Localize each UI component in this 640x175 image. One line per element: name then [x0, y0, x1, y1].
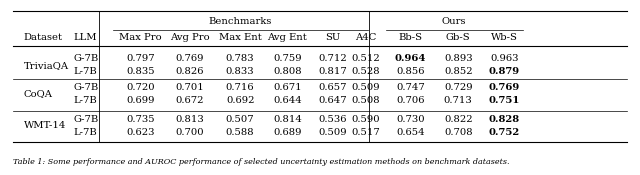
Text: Avg Ent: Avg Ent — [268, 33, 307, 42]
Text: Dataset: Dataset — [24, 33, 63, 42]
Text: 0.856: 0.856 — [396, 67, 424, 76]
Text: 0.808: 0.808 — [273, 67, 301, 76]
Text: Wb-S: Wb-S — [491, 33, 518, 42]
Text: 0.507: 0.507 — [226, 115, 255, 124]
Text: 0.730: 0.730 — [396, 115, 424, 124]
Text: 0.826: 0.826 — [175, 67, 204, 76]
Text: 0.852: 0.852 — [444, 67, 472, 76]
Text: 0.588: 0.588 — [226, 128, 255, 137]
Text: 0.701: 0.701 — [175, 83, 204, 92]
Text: 0.647: 0.647 — [319, 96, 348, 105]
Text: Avg Pro: Avg Pro — [170, 33, 209, 42]
Text: L-7B: L-7B — [73, 96, 97, 105]
Text: 0.713: 0.713 — [444, 96, 472, 105]
Text: 0.712: 0.712 — [319, 54, 348, 63]
Text: Ours: Ours — [442, 17, 466, 26]
Text: 0.512: 0.512 — [351, 54, 380, 63]
Text: CoQA: CoQA — [24, 89, 53, 98]
Text: 0.893: 0.893 — [444, 54, 472, 63]
Text: L-7B: L-7B — [73, 67, 97, 76]
Text: 0.517: 0.517 — [351, 128, 380, 137]
Text: 0.814: 0.814 — [273, 115, 302, 124]
Text: L-7B: L-7B — [73, 128, 97, 137]
Text: 0.644: 0.644 — [273, 96, 302, 105]
Text: LLM: LLM — [73, 33, 97, 42]
Text: 0.700: 0.700 — [175, 128, 204, 137]
Text: 0.828: 0.828 — [489, 115, 520, 124]
Text: Gb-S: Gb-S — [446, 33, 470, 42]
Text: 0.813: 0.813 — [175, 115, 204, 124]
Text: 0.797: 0.797 — [126, 54, 155, 63]
Text: 0.671: 0.671 — [273, 83, 301, 92]
Text: 0.528: 0.528 — [351, 67, 380, 76]
Text: 0.708: 0.708 — [444, 128, 472, 137]
Text: 0.729: 0.729 — [444, 83, 472, 92]
Text: G-7B: G-7B — [73, 54, 99, 63]
Text: 0.654: 0.654 — [396, 128, 424, 137]
Text: 0.752: 0.752 — [489, 128, 520, 137]
Text: 0.963: 0.963 — [490, 54, 518, 63]
Text: 0.623: 0.623 — [126, 128, 155, 137]
Text: SU: SU — [325, 33, 340, 42]
Text: Max Ent: Max Ent — [219, 33, 262, 42]
Text: 0.817: 0.817 — [319, 67, 348, 76]
Text: 0.509: 0.509 — [351, 83, 380, 92]
Text: TriviaQA: TriviaQA — [24, 61, 69, 70]
Text: 0.783: 0.783 — [226, 54, 255, 63]
Text: G-7B: G-7B — [73, 115, 99, 124]
Text: Benchmarks: Benchmarks — [209, 17, 272, 26]
Text: 0.689: 0.689 — [273, 128, 301, 137]
Text: 0.706: 0.706 — [396, 96, 424, 105]
Text: 0.964: 0.964 — [395, 54, 426, 63]
Text: 0.699: 0.699 — [126, 96, 155, 105]
Text: 0.509: 0.509 — [319, 128, 348, 137]
Text: 0.751: 0.751 — [488, 96, 520, 105]
Text: 0.508: 0.508 — [351, 96, 380, 105]
Text: 0.590: 0.590 — [351, 115, 380, 124]
Text: Bb-S: Bb-S — [398, 33, 422, 42]
Text: 0.672: 0.672 — [175, 96, 204, 105]
Text: 0.716: 0.716 — [226, 83, 255, 92]
Text: Table 1: Some performance and AUROC performance of selected uncertainty estimati: Table 1: Some performance and AUROC perf… — [13, 158, 509, 166]
Text: WMT-14: WMT-14 — [24, 121, 66, 131]
Text: Max Pro: Max Pro — [119, 33, 162, 42]
Text: 0.720: 0.720 — [126, 83, 155, 92]
Text: 0.833: 0.833 — [226, 67, 255, 76]
Text: G-7B: G-7B — [73, 83, 99, 92]
Text: 0.747: 0.747 — [396, 83, 425, 92]
Text: 0.822: 0.822 — [444, 115, 472, 124]
Text: 0.735: 0.735 — [126, 115, 155, 124]
Text: 0.769: 0.769 — [175, 54, 204, 63]
Text: 0.536: 0.536 — [319, 115, 347, 124]
Text: 0.759: 0.759 — [273, 54, 301, 63]
Text: 0.835: 0.835 — [126, 67, 155, 76]
Text: A4C: A4C — [355, 33, 376, 42]
Text: 0.692: 0.692 — [226, 96, 254, 105]
Text: 0.769: 0.769 — [489, 83, 520, 92]
Text: 0.657: 0.657 — [319, 83, 347, 92]
Text: 0.879: 0.879 — [489, 67, 520, 76]
